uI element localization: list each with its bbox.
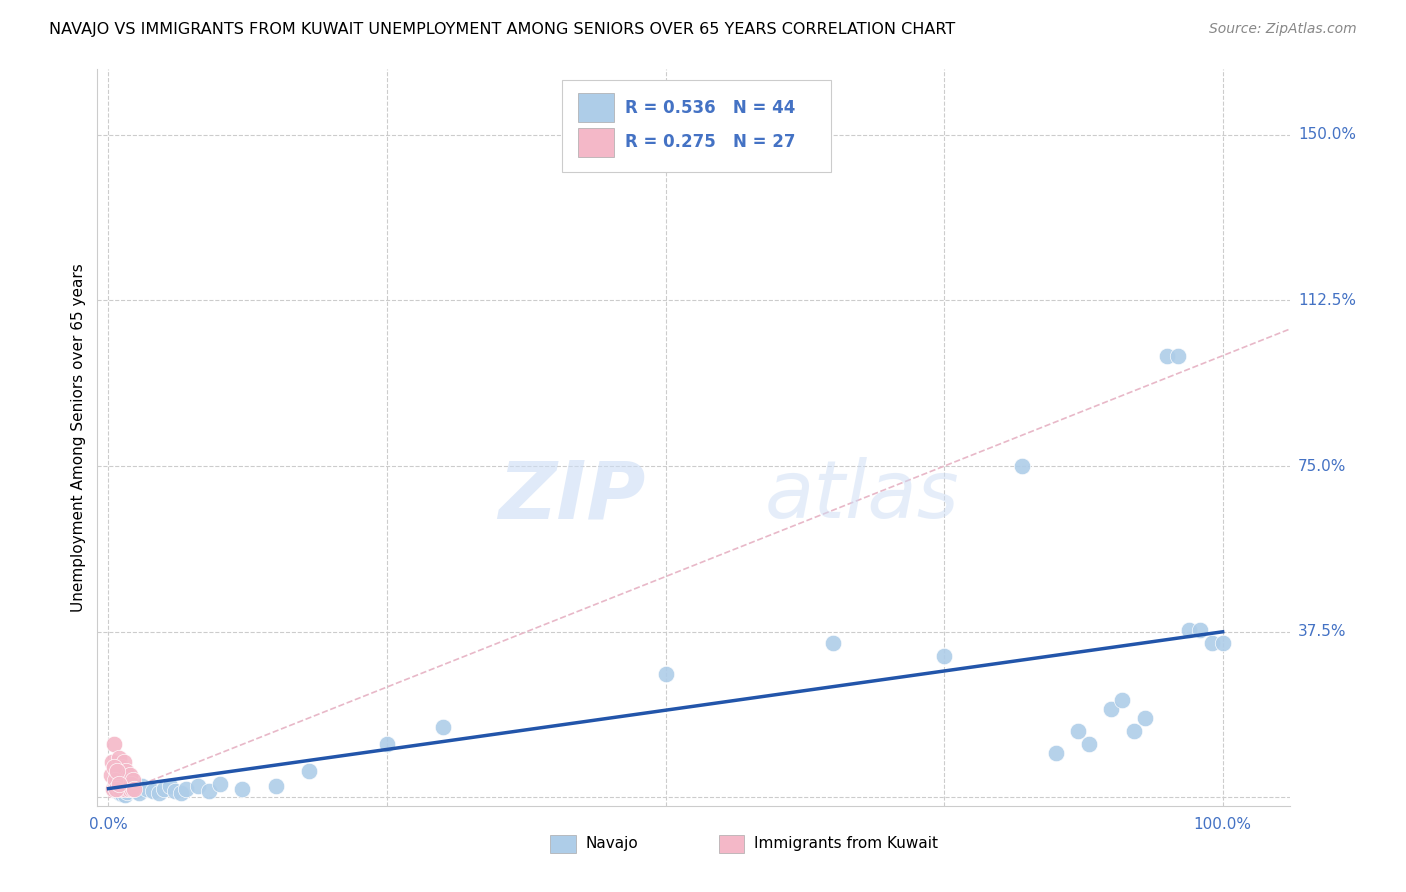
Point: [117, 772, 139, 787]
Point: [148, 786, 170, 800]
Point: [1156, 349, 1178, 363]
Point: [125, 784, 148, 798]
Text: Immigrants from Kuwait: Immigrants from Kuwait: [754, 837, 938, 851]
Point: [1167, 349, 1189, 363]
Point: [107, 777, 129, 791]
Point: [153, 781, 176, 796]
FancyBboxPatch shape: [562, 79, 831, 172]
Point: [103, 781, 125, 796]
Point: [1045, 746, 1067, 760]
Point: [107, 750, 129, 764]
Point: [107, 764, 129, 778]
Point: [264, 780, 287, 794]
Point: [107, 772, 129, 787]
Point: [107, 784, 129, 798]
Point: [142, 784, 165, 798]
Point: [170, 786, 193, 800]
Text: 75.0%: 75.0%: [1298, 458, 1346, 474]
Point: [821, 636, 844, 650]
Point: [654, 666, 676, 681]
FancyBboxPatch shape: [578, 128, 613, 157]
Point: [108, 786, 131, 800]
Point: [111, 777, 134, 791]
Point: [120, 777, 142, 791]
Text: 150.0%: 150.0%: [1298, 128, 1355, 143]
Y-axis label: Unemployment Among Seniors over 65 years: Unemployment Among Seniors over 65 years: [72, 263, 86, 612]
Point: [1111, 693, 1133, 707]
Point: [208, 777, 231, 791]
FancyBboxPatch shape: [578, 93, 613, 122]
Point: [121, 781, 143, 796]
Point: [101, 781, 124, 796]
Point: [187, 780, 209, 794]
Text: Navajo: Navajo: [585, 837, 638, 851]
Text: 100.0%: 100.0%: [1194, 817, 1251, 832]
Point: [1201, 636, 1223, 650]
Point: [105, 781, 128, 796]
Point: [111, 787, 134, 801]
Point: [128, 786, 150, 800]
Point: [112, 755, 135, 769]
Point: [103, 738, 125, 752]
Text: 112.5%: 112.5%: [1298, 293, 1355, 308]
Point: [136, 781, 159, 796]
Point: [1011, 459, 1033, 474]
Point: [1067, 724, 1090, 739]
Text: NAVAJO VS IMMIGRANTS FROM KUWAIT UNEMPLOYMENT AMONG SENIORS OVER 65 YEARS CORREL: NAVAJO VS IMMIGRANTS FROM KUWAIT UNEMPLO…: [49, 22, 956, 37]
Text: atlas: atlas: [765, 458, 960, 535]
Text: ZIP: ZIP: [498, 458, 645, 535]
Point: [103, 759, 125, 773]
Point: [1189, 623, 1212, 637]
Point: [1122, 724, 1144, 739]
Point: [131, 780, 153, 794]
Text: R = 0.275   N = 27: R = 0.275 N = 27: [626, 133, 796, 152]
Point: [1133, 711, 1156, 725]
Point: [117, 785, 139, 799]
Point: [104, 772, 127, 787]
Text: R = 0.536   N = 44: R = 0.536 N = 44: [626, 99, 796, 117]
Point: [1099, 702, 1122, 716]
Point: [115, 764, 138, 778]
Point: [298, 764, 321, 778]
Point: [159, 780, 181, 794]
Point: [122, 781, 145, 796]
Point: [1212, 636, 1234, 650]
Point: [120, 777, 142, 791]
Text: 37.5%: 37.5%: [1298, 624, 1347, 640]
Point: [118, 768, 141, 782]
Point: [197, 784, 219, 798]
Point: [100, 768, 122, 782]
Text: Source: ZipAtlas.com: Source: ZipAtlas.com: [1209, 22, 1357, 37]
Point: [176, 781, 198, 796]
Point: [432, 720, 454, 734]
Point: [122, 772, 145, 787]
Point: [114, 789, 136, 803]
Point: [932, 649, 955, 664]
Point: [117, 781, 139, 796]
Point: [105, 764, 128, 778]
Point: [111, 768, 134, 782]
Point: [1078, 738, 1101, 752]
Point: [114, 781, 136, 796]
Point: [122, 781, 145, 796]
Point: [165, 784, 187, 798]
Point: [104, 777, 127, 791]
Text: 0.0%: 0.0%: [89, 817, 128, 832]
Point: [375, 738, 398, 752]
Point: [108, 781, 131, 796]
Point: [110, 759, 132, 773]
Point: [231, 781, 253, 796]
Point: [101, 755, 124, 769]
Point: [1178, 623, 1201, 637]
